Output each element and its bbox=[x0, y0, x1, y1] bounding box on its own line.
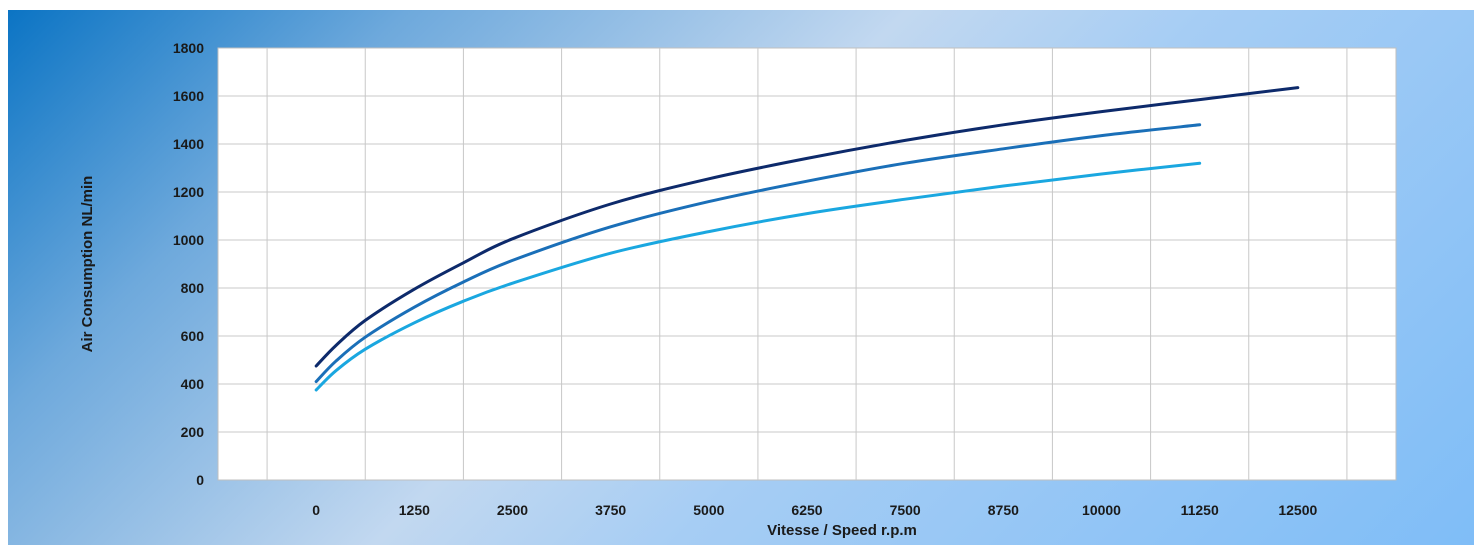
x-tick-label: 11250 bbox=[1181, 502, 1219, 518]
grid-lines bbox=[218, 48, 1396, 480]
x-tick-label: 10000 bbox=[1082, 502, 1121, 518]
y-tick-label: 1400 bbox=[173, 136, 204, 152]
y-axis-title: Air Consumption NL/min bbox=[79, 176, 96, 353]
plot-area bbox=[217, 47, 1397, 481]
chart-frame: 0 1250 2500 3750 5000 6250 7500 8750 10000 11250 1… bbox=[8, 10, 1474, 545]
y-tick-label: 600 bbox=[181, 328, 205, 344]
series-lines bbox=[314, 86, 1300, 392]
y-tick-label: 0 bbox=[196, 472, 204, 488]
x-tick-label: 1250 bbox=[399, 502, 430, 518]
y-tick-label: 400 bbox=[181, 376, 205, 392]
x-tick-label: 3750 bbox=[595, 502, 626, 518]
series-line-3 bbox=[314, 161, 1202, 392]
x-axis-title: Vitesse / Speed r.p.m bbox=[767, 522, 917, 539]
air-consumption-chart: 0 1250 2500 3750 5000 6250 7500 8750 10000 11250 1… bbox=[79, 40, 1397, 539]
y-tick-label: 200 bbox=[181, 424, 205, 440]
x-tick-label: 0 bbox=[312, 502, 320, 518]
x-tick-label: 12500 bbox=[1278, 502, 1317, 518]
x-tick-label: 5000 bbox=[693, 502, 724, 518]
y-tick-label: 800 bbox=[181, 280, 205, 296]
x-tick-label: 6250 bbox=[791, 502, 822, 518]
series-line-1 bbox=[314, 86, 1300, 368]
y-tick-labels: 0 200 400 600 800 1000 1200 1400 1600 1800 bbox=[173, 40, 204, 488]
y-tick-label: 1000 bbox=[173, 232, 204, 248]
x-tick-label: 7500 bbox=[890, 502, 921, 518]
y-tick-label: 1200 bbox=[173, 184, 204, 200]
series-line-2 bbox=[314, 123, 1202, 384]
y-tick-label: 1600 bbox=[173, 88, 204, 104]
x-tick-label: 2500 bbox=[497, 502, 528, 518]
y-tick-label: 1800 bbox=[173, 40, 204, 56]
x-tick-label: 8750 bbox=[988, 502, 1019, 518]
x-tick-labels: 0 1250 2500 3750 5000 6250 7500 8750 10000 11250 1… bbox=[312, 502, 1317, 518]
